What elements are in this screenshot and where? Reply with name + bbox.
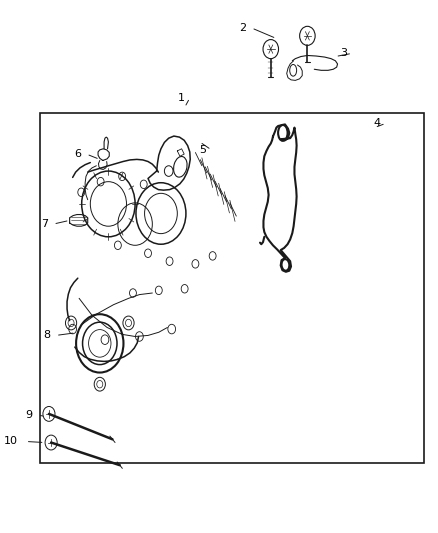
Text: 10: 10 [4, 437, 18, 447]
Text: 6: 6 [74, 149, 81, 159]
Text: 1: 1 [178, 93, 185, 103]
Text: 9: 9 [25, 410, 32, 420]
Text: 2: 2 [239, 23, 246, 33]
Text: 7: 7 [41, 219, 48, 229]
Text: 3: 3 [340, 49, 347, 58]
Text: 5: 5 [199, 145, 206, 155]
Bar [40, 113, 424, 463]
Text: 4: 4 [374, 118, 381, 128]
Text: 8: 8 [43, 330, 51, 341]
